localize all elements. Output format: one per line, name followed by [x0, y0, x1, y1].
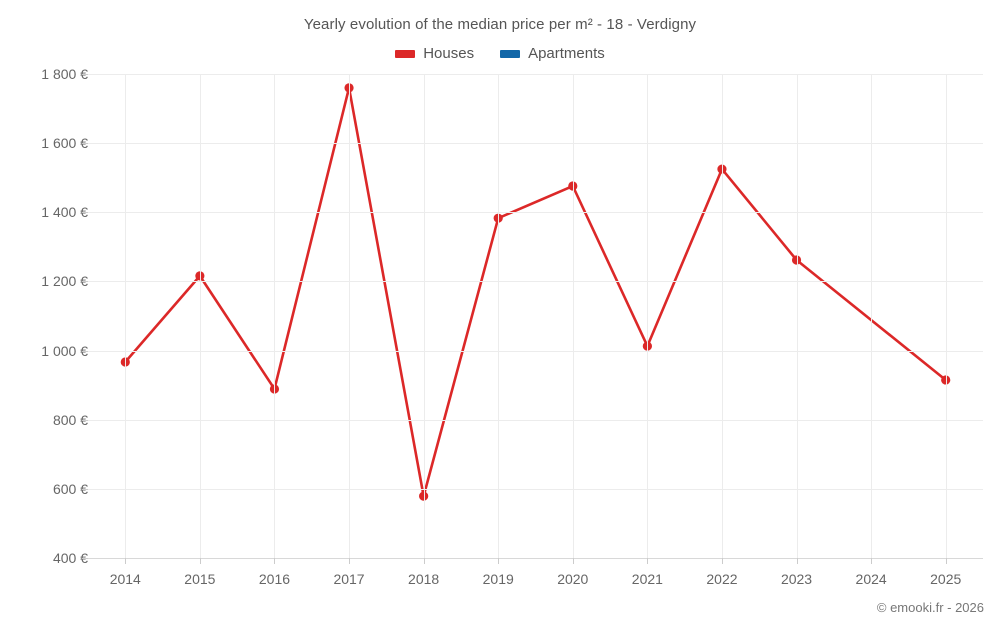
- gridline-horizontal: [88, 74, 983, 75]
- gridline-vertical: [572, 74, 574, 558]
- gridline-vertical: [647, 74, 649, 558]
- y-axis-tick-mark: [82, 74, 88, 75]
- x-axis-tick-mark: [125, 558, 127, 564]
- legend-label-houses: Houses: [423, 45, 475, 62]
- y-axis-tick-mark: [82, 143, 88, 145]
- y-axis-tick-label: 1 000 €: [41, 342, 88, 359]
- y-axis-tick-mark: [82, 558, 88, 559]
- chart-title: Yearly evolution of the median price per…: [303, 16, 697, 33]
- gridline-vertical: [349, 74, 351, 558]
- x-axis-tick-label: 2014: [109, 571, 141, 587]
- legend-swatch-houses: [395, 49, 416, 58]
- gridline-vertical: [796, 74, 798, 558]
- gridline-vertical: [199, 74, 201, 558]
- gridline-horizontal: [88, 419, 983, 421]
- plot-area: 2014 2015 2016 2017 2018 2019 2020 2021 2022 2023…: [88, 74, 983, 587]
- legend-swatch-apartments: [500, 49, 521, 58]
- gridline-horizontal: [88, 212, 983, 214]
- gridline-vertical: [125, 74, 127, 558]
- series-layer: [120, 83, 951, 501]
- y-axis-tick-label: 800 €: [52, 411, 88, 428]
- x-axis-tick-label: 2015: [184, 571, 216, 587]
- y-axis-tick-mark: [82, 350, 88, 352]
- x-axis-tick-label: 2016: [258, 571, 291, 587]
- y-axis-tick-mark: [82, 419, 88, 421]
- y-axis-tick-label: 1 600 €: [41, 135, 88, 152]
- x-axis-tick-label: 2025: [930, 571, 962, 587]
- x-axis-tick-mark: [721, 558, 723, 564]
- x-axis-tick-label: 2018: [408, 571, 440, 587]
- gridline-vertical: [945, 74, 947, 558]
- x-axis-tick-mark: [274, 558, 276, 564]
- x-axis-tick-mark: [423, 558, 425, 564]
- gridline-horizontal: [88, 143, 983, 145]
- x-axis-tick-label: 2024: [855, 571, 887, 587]
- legend-item-apartments[interactable]: Apartments: [500, 45, 605, 62]
- legend-item-houses[interactable]: Houses: [395, 45, 474, 62]
- x-axis-tick-mark: [572, 558, 574, 564]
- y-axis-tick-mark: [82, 281, 88, 283]
- gridline-vertical: [423, 74, 425, 558]
- gridline-horizontal: [88, 281, 983, 283]
- x-axis-tick-mark: [945, 558, 947, 564]
- x-axis-line: [88, 558, 983, 559]
- x-axis-tick-mark: [199, 558, 201, 564]
- x-axis-tick-mark: [349, 558, 351, 564]
- gridline-vertical: [274, 74, 276, 558]
- x-axis-tick-label: 2022: [706, 571, 738, 587]
- footer-credit: © emooki.fr - 2026: [876, 600, 984, 615]
- gridline-vertical: [498, 74, 500, 558]
- series-line-houses: [123, 86, 948, 498]
- y-axis-tick-mark: [82, 488, 88, 490]
- chart-legend: Houses Apartments: [0, 45, 1000, 62]
- gridline-vertical: [721, 74, 723, 558]
- x-axis-tick-label: 2017: [333, 571, 365, 587]
- x-axis-tick-mark: [647, 558, 649, 564]
- legend-label-apartments: Apartments: [528, 45, 605, 62]
- x-axis-tick-label: 2023: [780, 571, 813, 587]
- gridline-vertical: [871, 74, 873, 558]
- gridline-horizontal: [88, 488, 983, 490]
- x-axis-tick-mark: [498, 558, 500, 564]
- gridline-horizontal: [88, 350, 983, 352]
- y-axis-tick-mark: [82, 212, 88, 214]
- y-axis-tick-label: 600 €: [52, 480, 88, 497]
- x-axis-tick-mark: [796, 558, 798, 564]
- y-axis-tick-label: 1 400 €: [41, 204, 88, 221]
- y-axis-tick-label: 1 200 €: [41, 273, 88, 290]
- y-axis: 400 € 600 € 800 € 1 000 € 1 200 € 1 400 € 1 60…: [0, 66, 88, 566]
- y-axis-tick-label: 1 800 €: [41, 66, 88, 82]
- x-axis-tick-label: 2019: [482, 571, 514, 587]
- x-axis-tick-mark: [871, 558, 873, 564]
- x-axis-tick-label: 2020: [557, 571, 589, 587]
- y-axis-tick-label: 400 €: [52, 550, 88, 566]
- x-axis-tick-label: 2021: [631, 571, 663, 587]
